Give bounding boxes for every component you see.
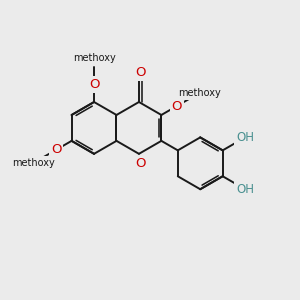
Text: O: O (51, 143, 62, 156)
Text: O: O (135, 157, 146, 170)
Text: methoxy: methoxy (12, 158, 55, 168)
Text: O: O (171, 100, 182, 112)
Text: methoxy: methoxy (178, 88, 221, 98)
Text: OH: OH (236, 131, 254, 144)
Text: methoxy: methoxy (73, 53, 116, 63)
Text: O: O (89, 78, 99, 91)
Text: O: O (135, 66, 146, 80)
Text: OH: OH (236, 183, 254, 196)
